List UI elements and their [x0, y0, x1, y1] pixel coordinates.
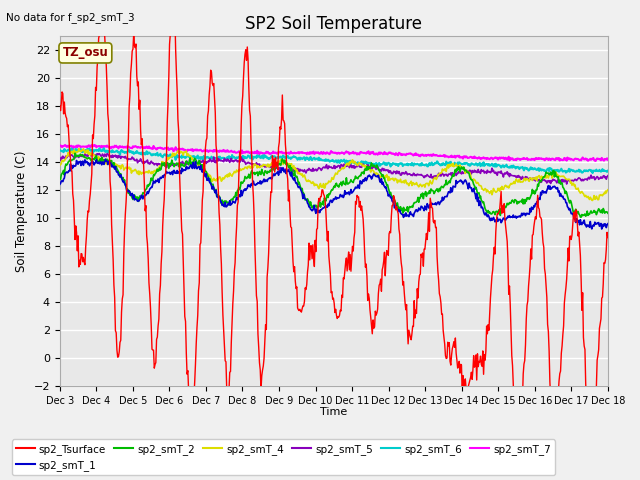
Text: No data for f_sp2_smT_3: No data for f_sp2_smT_3 — [6, 12, 135, 23]
Title: SP2 Soil Temperature: SP2 Soil Temperature — [245, 15, 422, 33]
Text: TZ_osu: TZ_osu — [63, 47, 108, 60]
Legend: sp2_Tsurface, sp2_smT_1, sp2_smT_2, sp2_smT_4, sp2_smT_5, sp2_smT_6, sp2_smT_7: sp2_Tsurface, sp2_smT_1, sp2_smT_2, sp2_… — [12, 439, 555, 475]
Y-axis label: Soil Temperature (C): Soil Temperature (C) — [15, 150, 28, 272]
X-axis label: Time: Time — [320, 407, 348, 417]
